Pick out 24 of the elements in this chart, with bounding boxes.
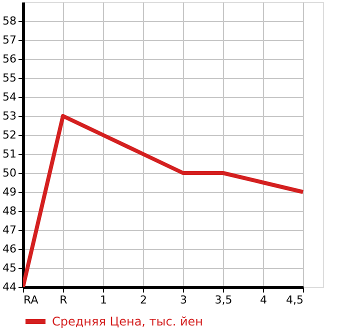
y-tick-label: 56	[2, 52, 16, 66]
y-tick-label: 48	[2, 204, 16, 218]
y-tick-label: 47	[2, 224, 16, 236]
x-tick-label: 3	[180, 294, 187, 306]
x-tick-label: R	[60, 294, 68, 306]
y-tick-label: 51	[2, 148, 16, 160]
x-tick-label: 4	[260, 294, 267, 306]
x-tick-label: 1	[100, 294, 107, 306]
y-tick-label: 57	[2, 34, 16, 46]
y-tick-label: 58	[2, 14, 16, 28]
y-tick-label: 50	[2, 166, 16, 180]
x-tick-label: 3,5	[214, 294, 232, 306]
y-tick-label: 44	[2, 280, 16, 294]
y-tick-label: 55	[2, 72, 16, 84]
y-tick-label: 45	[2, 262, 16, 274]
x-tick-label: RA	[24, 294, 39, 306]
legend-label: Средняя Цена, тыс. йен	[52, 314, 204, 328]
y-tick-label: 49	[2, 186, 16, 198]
x-tick-label: 2	[140, 294, 147, 306]
y-tick-label: 54	[2, 90, 16, 104]
y-tick-label: 53	[2, 110, 16, 122]
y-tick-label: 46	[2, 242, 16, 256]
x-tick-label: 4,5	[286, 294, 304, 306]
y-tick-label: 52	[2, 128, 16, 142]
